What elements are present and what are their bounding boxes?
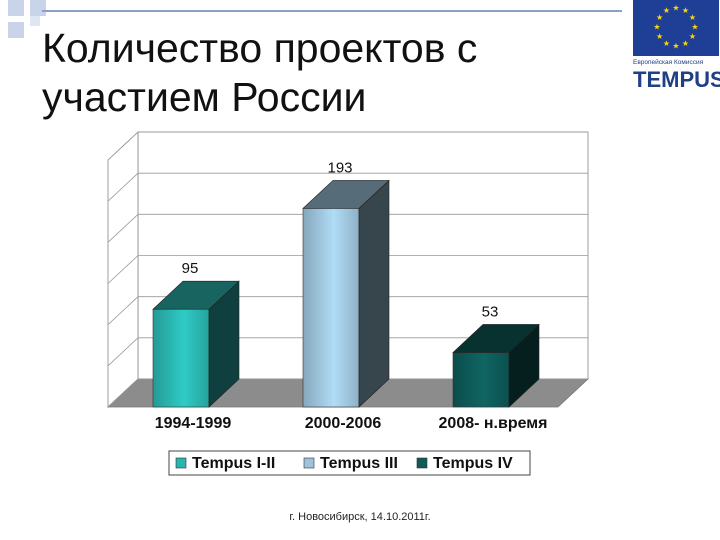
bar-top-face <box>152 280 240 310</box>
data-label: 95 <box>182 260 199 277</box>
data-label: 53 <box>482 303 499 320</box>
bar <box>302 179 390 408</box>
category-tick-label: 1994-1999 <box>155 415 232 432</box>
bar-front-face <box>302 208 360 408</box>
star-icon: ★ <box>672 42 679 51</box>
bar-front-face <box>152 308 210 408</box>
bars <box>152 179 540 408</box>
legend-entry: Tempus III <box>320 455 398 472</box>
gridline <box>107 172 588 202</box>
legend: Tempus I-II Tempus III Tempus IV <box>168 450 531 476</box>
bar <box>152 280 240 408</box>
bar-top-face <box>452 324 540 353</box>
star-icon: ★ <box>672 4 679 13</box>
star-icon: ★ <box>656 32 663 41</box>
gridline <box>107 337 588 367</box>
star-icon: ★ <box>689 13 696 22</box>
corner-square-3 <box>8 22 24 38</box>
star-icon: ★ <box>656 13 663 22</box>
star-icon: ★ <box>689 32 696 41</box>
legend-box <box>168 450 531 476</box>
gridline <box>107 296 588 325</box>
bar-front-face <box>452 352 510 408</box>
legend-swatch <box>175 457 187 469</box>
corner-square-4 <box>30 16 40 26</box>
gridline <box>107 131 588 161</box>
star-icon: ★ <box>653 23 660 32</box>
bar-top-face <box>302 180 390 209</box>
legend-swatch <box>416 457 428 469</box>
top-rule <box>42 10 622 12</box>
logo-caption: Европейская Комиссия <box>633 59 704 66</box>
eu-flag-icon: ★★★★★★★★★ ★ ★★ <box>633 0 719 56</box>
tempus-logo-word: TEMPUS <box>633 67 720 92</box>
legend-swatch <box>303 457 315 469</box>
category-tick-label: 2008- н.время <box>439 415 548 432</box>
bar <box>452 323 540 408</box>
star-icon: ★ <box>663 6 670 15</box>
legend-entry: Tempus I-II <box>192 455 275 472</box>
category-axis: 1994-1999 2000-2006 2008- н.время <box>155 415 548 432</box>
gridline <box>107 378 588 408</box>
star-icon: ★ <box>682 39 689 48</box>
page-title: Количество проектов с участием России <box>42 24 602 122</box>
star-icon: ★ <box>691 23 698 32</box>
data-labels: 95 193 53 <box>182 159 499 320</box>
title-line-1: Количество проектов с <box>42 25 478 71</box>
gridline <box>107 213 588 243</box>
star-icon: ★ <box>682 6 689 15</box>
corner-square-2 <box>30 0 46 16</box>
corner-square-1 <box>8 0 24 16</box>
legend-entry: Tempus IV <box>433 455 513 472</box>
footer-caption: г. Новосибирск, 14.10.2011г. <box>289 511 431 523</box>
title-line-2: участием России <box>42 74 367 120</box>
bar-side-face <box>358 179 390 408</box>
gridline <box>107 255 588 284</box>
gridlines <box>107 131 588 408</box>
category-tick-label: 2000-2006 <box>305 415 382 432</box>
star-icon: ★ <box>663 39 670 48</box>
data-label: 193 <box>327 159 352 176</box>
